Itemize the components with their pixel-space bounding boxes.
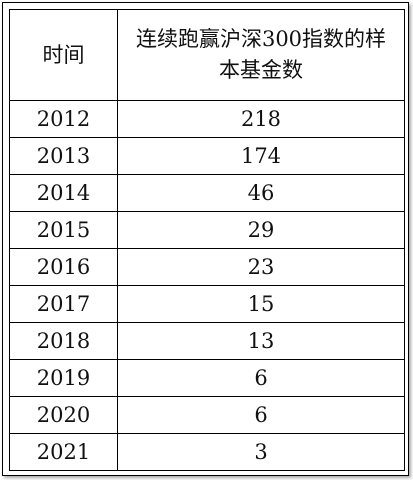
year-cell: 2019 — [9, 359, 118, 397]
table-frame: 时间 连续跑赢沪深300指数的样本基金数 2012 218 2013 174 2… — [2, 2, 409, 476]
year-cell: 2013 — [9, 137, 118, 175]
table-row: 2012 218 — [9, 100, 405, 138]
year-cell: 2020 — [9, 396, 118, 434]
count-cell: 6 — [117, 396, 405, 434]
count-cell: 29 — [117, 211, 405, 249]
table-row: 2021 3 — [9, 433, 405, 471]
header-row: 时间 连续跑赢沪深300指数的样本基金数 — [9, 9, 405, 101]
year-cell: 2014 — [9, 174, 118, 212]
header-fund-count: 连续跑赢沪深300指数的样本基金数 — [117, 9, 405, 101]
table-row: 2019 6 — [9, 359, 405, 397]
count-cell: 6 — [117, 359, 405, 397]
year-cell: 2012 — [9, 100, 118, 138]
data-table: 时间 连续跑赢沪深300指数的样本基金数 2012 218 2013 174 2… — [9, 9, 405, 471]
count-cell: 23 — [117, 248, 405, 286]
table-row: 2014 46 — [9, 174, 405, 212]
year-cell: 2015 — [9, 211, 118, 249]
table-row: 2018 13 — [9, 322, 405, 360]
year-cell: 2016 — [9, 248, 118, 286]
year-cell: 2021 — [9, 433, 118, 471]
count-cell: 13 — [117, 322, 405, 360]
table-row: 2020 6 — [9, 396, 405, 434]
year-cell: 2017 — [9, 285, 118, 323]
count-cell: 218 — [117, 100, 405, 138]
table-row: 2015 29 — [9, 211, 405, 249]
count-cell: 46 — [117, 174, 405, 212]
table-row: 2013 174 — [9, 137, 405, 175]
table-row: 2017 15 — [9, 285, 405, 323]
count-cell: 3 — [117, 433, 405, 471]
year-cell: 2018 — [9, 322, 118, 360]
count-cell: 174 — [117, 137, 405, 175]
table-row: 2016 23 — [9, 248, 405, 286]
header-time: 时间 — [9, 9, 118, 101]
count-cell: 15 — [117, 285, 405, 323]
